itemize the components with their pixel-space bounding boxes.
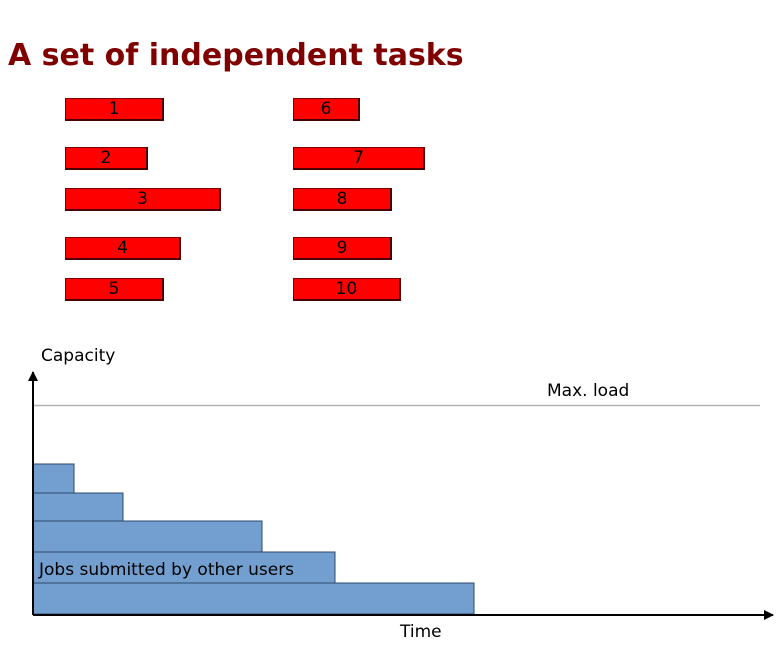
task-bar-9: 9: [293, 237, 392, 260]
max-load-label: Max. load: [547, 381, 629, 401]
task-bar-2: 2: [65, 147, 148, 170]
job-block-3: [32, 520, 263, 553]
job-block-2: [32, 492, 124, 522]
page-title: A set of independent tasks: [8, 38, 464, 73]
task-bar-3: 3: [65, 188, 221, 211]
other-jobs-label: Jobs submitted by other users: [38, 560, 294, 580]
job-block-4: [32, 551, 336, 584]
task-bar-4: 4: [65, 237, 181, 260]
task-bar-5: 5: [65, 278, 164, 301]
x-axis-label: Time: [399, 622, 442, 642]
task-bar-8: 8: [293, 188, 392, 211]
task-bar-1: 1: [65, 98, 164, 121]
task-bar-10: 10: [293, 278, 401, 301]
job-block-1: [32, 463, 75, 494]
y-axis-label: Capacity: [41, 346, 115, 366]
task-bar-6: 6: [293, 98, 360, 121]
job-block-5: [32, 582, 475, 615]
task-bar-7: 7: [293, 147, 425, 170]
